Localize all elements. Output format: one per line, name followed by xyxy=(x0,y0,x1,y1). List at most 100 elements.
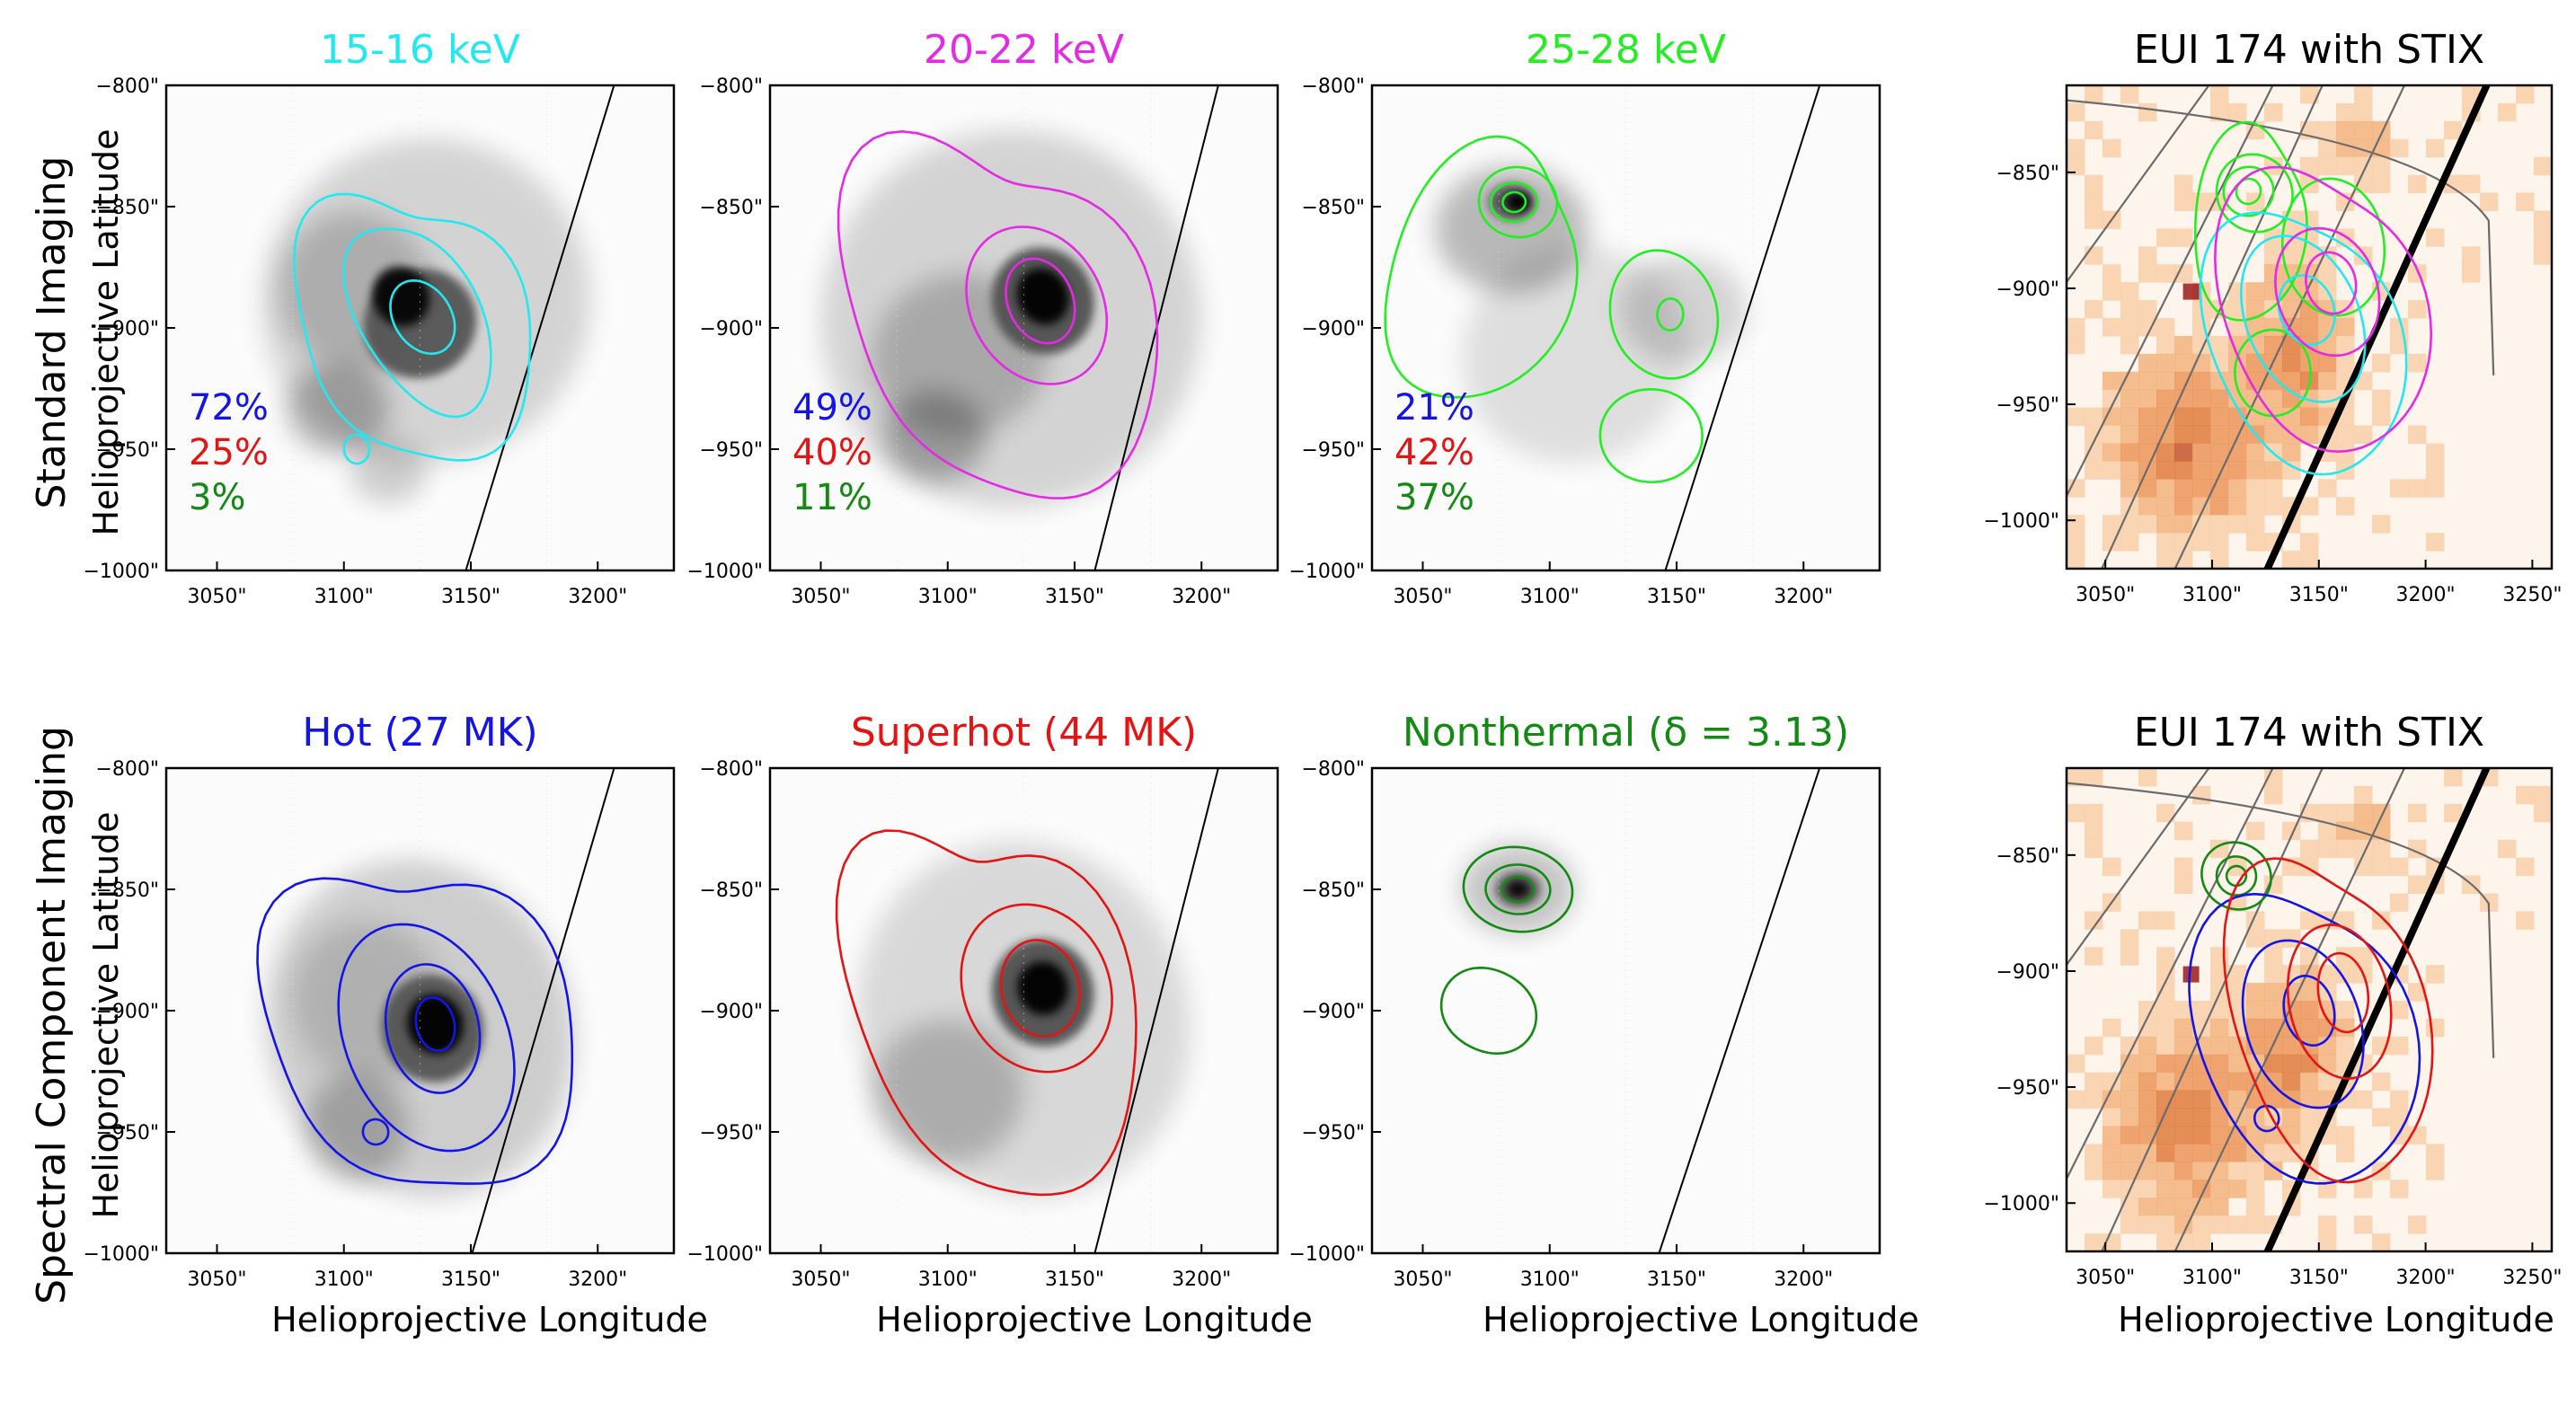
solar-limb-line xyxy=(1658,768,1821,1253)
contour-lime xyxy=(2193,120,2308,322)
eui-pixel xyxy=(2498,102,2517,122)
eui-pixel xyxy=(2228,318,2247,337)
r1c3-ytick-label: −800" xyxy=(1301,75,1365,98)
eui-pixel xyxy=(2264,425,2283,445)
r1c2-ytick-label: −850" xyxy=(699,197,763,219)
eui-pixel xyxy=(2192,1162,2211,1180)
eui-pixel xyxy=(2390,1108,2409,1127)
grey-emission xyxy=(872,1020,1024,1163)
eui-pixel xyxy=(2120,1144,2139,1162)
eui-pixel xyxy=(2156,551,2175,569)
row-label-spectral: Spectral Component Imaging xyxy=(29,726,75,1304)
ylabel-row1: Helioprojective Latitude xyxy=(86,128,126,535)
eui-pixel xyxy=(2120,1054,2139,1074)
eui-pixel xyxy=(2156,1126,2175,1144)
r2c4-ytick-label: −950" xyxy=(1996,1077,2059,1100)
eui-pixel xyxy=(2228,1162,2247,1180)
eui-pixel xyxy=(2336,425,2355,445)
eui-pixel xyxy=(2085,85,2103,104)
eui-pixel xyxy=(2444,803,2463,823)
plot-area-r2c3 xyxy=(1372,768,1880,1253)
eui-pixel xyxy=(2210,85,2229,104)
eui-pixel xyxy=(2246,983,2265,1002)
eui-pixel xyxy=(2192,425,2211,445)
eui-pixel xyxy=(2067,1054,2085,1074)
eui-pixel xyxy=(2534,785,2552,805)
eui-pixel xyxy=(2138,389,2157,409)
contour-cyan xyxy=(2277,274,2336,346)
eui-pixel xyxy=(2174,371,2193,391)
eui-pixel xyxy=(2138,300,2157,319)
eui-pixel xyxy=(2138,264,2157,283)
eui-pixel xyxy=(2120,300,2139,319)
eui-pixel xyxy=(2318,803,2337,823)
eui-pixel xyxy=(2120,461,2139,480)
eui-pixel xyxy=(2174,1090,2193,1109)
eui-pixel xyxy=(2300,497,2319,516)
r2c2-xtick-label: 3100" xyxy=(918,1268,978,1291)
panel-r2c4: EUI 174 with STIX 3050" 3100" 3150" 3200" 325… xyxy=(1983,710,2562,1289)
eui-pixel xyxy=(2228,461,2247,480)
eui-pixel xyxy=(2246,1144,2265,1162)
panel-title-r1c1: 15-16 keV xyxy=(320,27,520,73)
eui-pixel xyxy=(2192,371,2211,391)
r1c4-xtick-label: 3150" xyxy=(2289,584,2349,606)
eui-pixel xyxy=(2085,192,2103,211)
eui-pixel xyxy=(2246,479,2265,498)
eui-pixel xyxy=(2264,497,2283,516)
eui-pixel xyxy=(2192,1126,2211,1144)
eui-pixel xyxy=(2426,138,2445,158)
contour-magenta xyxy=(2274,226,2381,358)
contour-blue xyxy=(2282,975,2336,1047)
r2c2-ytick-label: −800" xyxy=(699,758,763,781)
eui-pixel xyxy=(2102,264,2121,283)
eui-pixel xyxy=(2336,803,2355,823)
r1c3-ytick-label: −1000" xyxy=(1288,561,1365,583)
percent-green: 37% xyxy=(1394,477,1474,518)
eui-pixel xyxy=(2192,192,2211,211)
r1c1-xtick-label: 3200" xyxy=(568,586,627,608)
eui-pixel xyxy=(2174,192,2193,211)
eui-pixel xyxy=(2156,1018,2175,1038)
eui-pixel xyxy=(2210,102,2229,122)
eui-pixel xyxy=(2282,1054,2301,1074)
panel-title-r2c4: EUI 174 with STIX xyxy=(2134,710,2484,756)
r1c2-ytick-label: −800" xyxy=(699,75,763,98)
eui-pixel xyxy=(2336,947,2355,966)
solar-limb-thick xyxy=(2263,768,2491,1251)
eui-pixel xyxy=(2264,156,2283,176)
eui-pixel xyxy=(2354,102,2373,122)
contour-blue xyxy=(2253,1104,2280,1133)
eui-pixel xyxy=(2120,1162,2139,1180)
eui-pixel xyxy=(2282,1126,2301,1144)
eui-pixel xyxy=(2102,443,2121,462)
eui-pixel xyxy=(2085,210,2103,229)
r2c2-xtick-label: 3050" xyxy=(791,1268,850,1291)
eui-pixel xyxy=(2138,1072,2157,1091)
eui-pixel xyxy=(2174,875,2193,894)
eui-pixel xyxy=(2372,911,2391,930)
eui-pixel xyxy=(2318,821,2337,841)
eui-pixel xyxy=(2246,371,2265,391)
eui-pixel xyxy=(2228,965,2247,984)
contour-lime xyxy=(2280,177,2386,317)
eui-pixel xyxy=(2264,983,2283,1002)
eui-pixel xyxy=(2246,1036,2265,1056)
r1c1-ytick-label: −850" xyxy=(95,197,159,219)
eui-pixel xyxy=(2192,515,2211,534)
r2c1-ytick-label: −950" xyxy=(95,1122,159,1144)
eui-pixel xyxy=(2120,1072,2139,1091)
contour-green xyxy=(2215,855,2258,897)
eui-pixel xyxy=(2138,318,2157,337)
eui-pixel xyxy=(2390,1001,2409,1020)
eui-pixel xyxy=(2444,768,2463,787)
eui-pixel xyxy=(2354,785,2373,805)
eui-pixel xyxy=(2372,1108,2391,1127)
r1c3-xtick-label: 3050" xyxy=(1393,586,1452,608)
r2c4-xtick-label: 3150" xyxy=(2289,1267,2349,1289)
eui-pixel xyxy=(2336,1001,2355,1020)
panel-title-r1c4: EUI 174 with STIX xyxy=(2134,27,2484,73)
eui-pixel xyxy=(2138,1180,2157,1198)
eui-pixel xyxy=(2174,533,2193,552)
r1c3-ytick-label: −950" xyxy=(1301,439,1365,462)
